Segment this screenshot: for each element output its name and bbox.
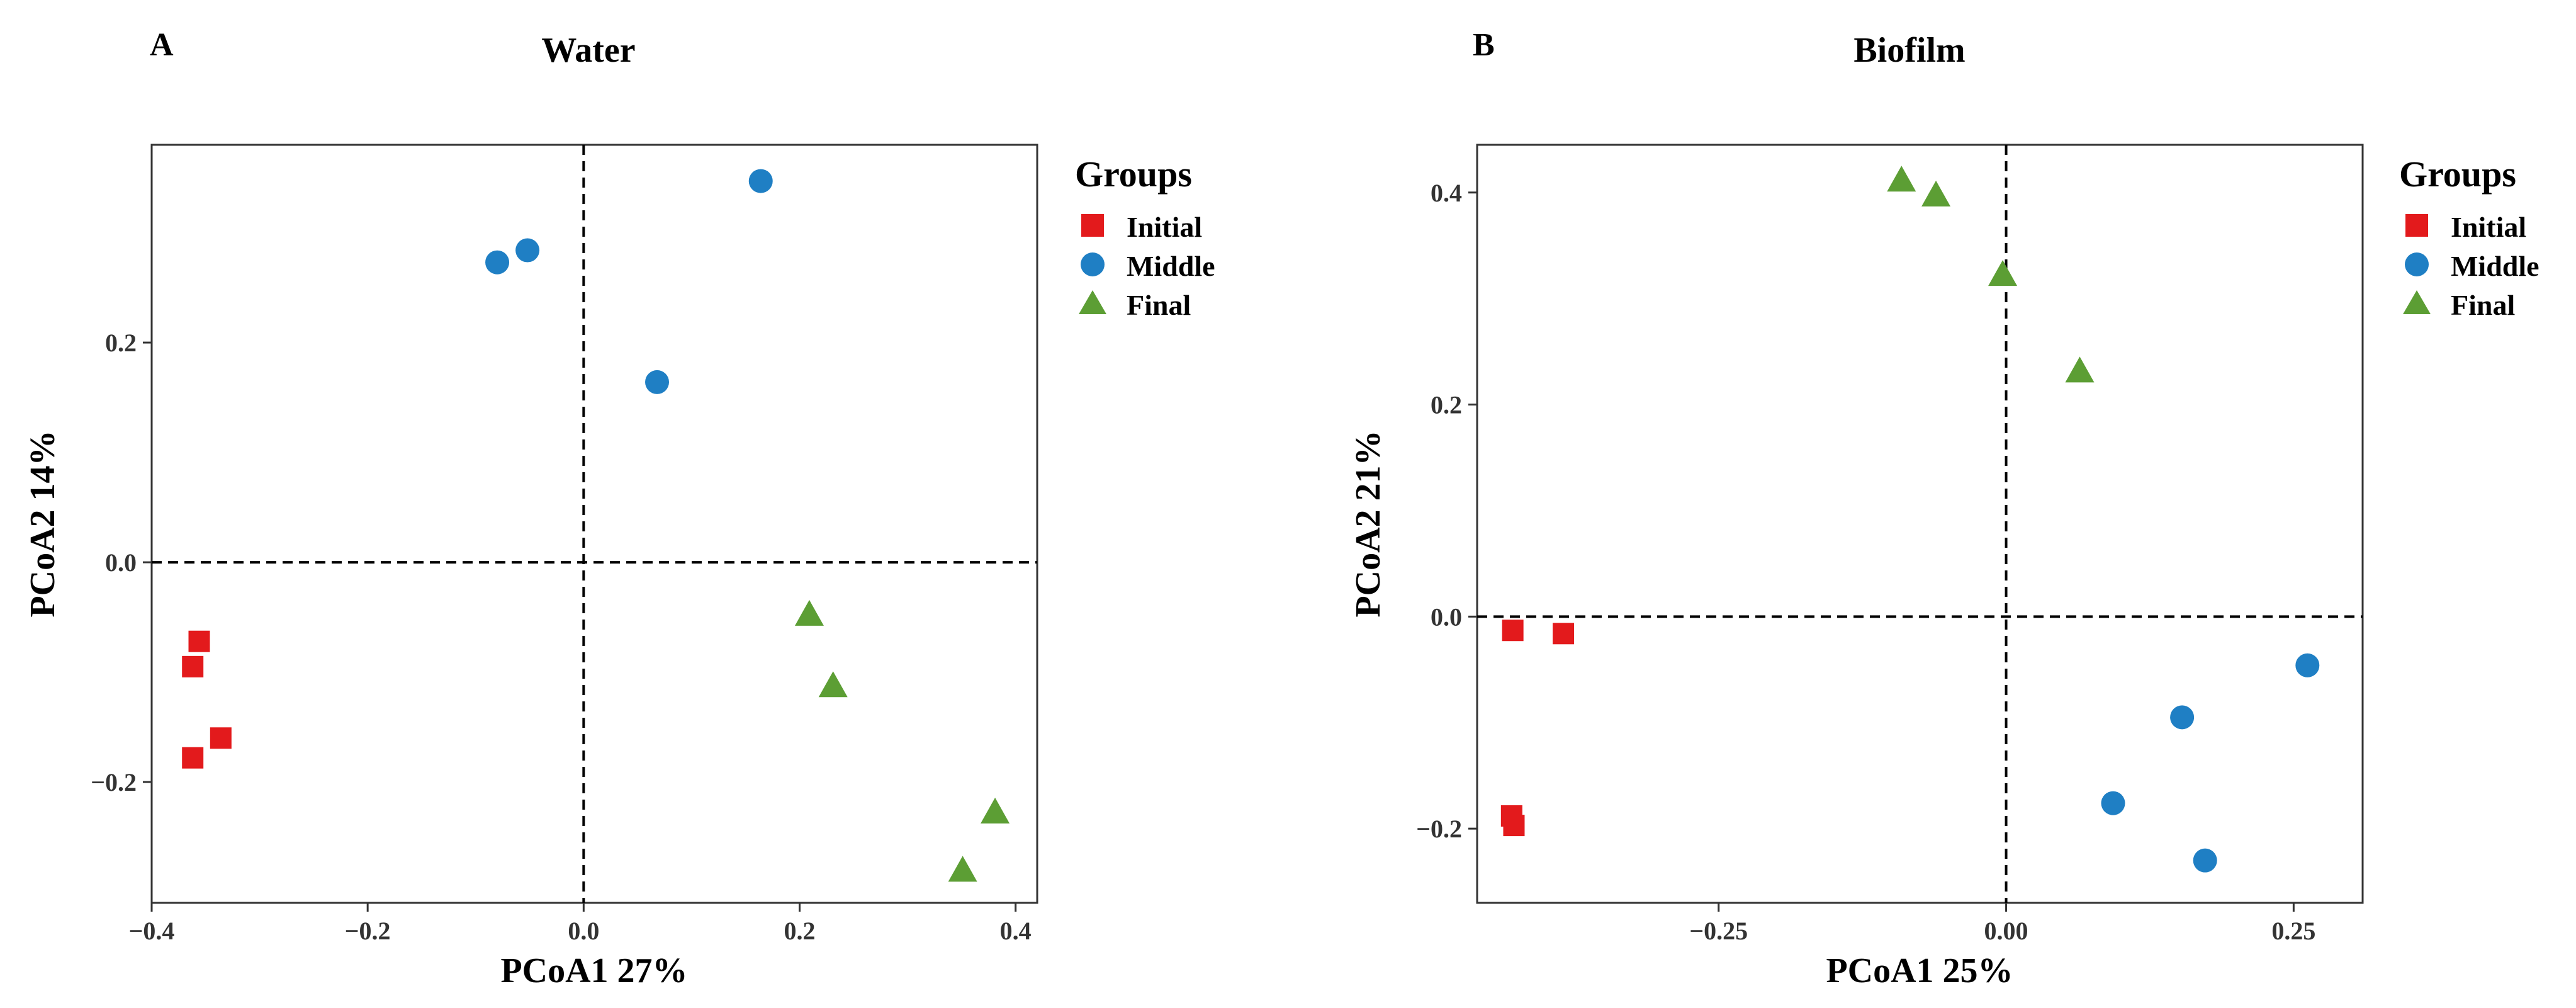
legend-label-final-b: Final bbox=[2451, 289, 2515, 321]
point-final bbox=[818, 671, 848, 698]
legend-key-final-a bbox=[1079, 290, 1106, 314]
y-axis-label-a: PCoA2 14% bbox=[23, 430, 62, 617]
x-axis-label-a: PCoA1 27% bbox=[500, 951, 687, 990]
point-final bbox=[1988, 260, 2018, 286]
y-tick-label: −0.2 bbox=[91, 768, 137, 796]
x-axis-ticks-a: −0.4 −0.2 0.0 0.2 0.4 bbox=[129, 903, 1032, 945]
y-tick-label: 0.4 bbox=[1431, 179, 1462, 207]
point-initial bbox=[210, 727, 232, 749]
point-initial bbox=[1503, 815, 1525, 837]
legend-label-initial-b: Initial bbox=[2451, 211, 2526, 243]
point-final bbox=[1921, 180, 1951, 207]
point-final bbox=[2065, 356, 2095, 383]
legend-key-middle-a bbox=[1081, 252, 1105, 276]
x-tick-label: 0.0 bbox=[568, 917, 599, 945]
legend-key-initial-a bbox=[1081, 214, 1104, 237]
point-final bbox=[981, 797, 1010, 824]
point-initial bbox=[188, 630, 210, 652]
reference-lines-b bbox=[1477, 145, 2363, 903]
legend-key-initial-b bbox=[2405, 214, 2428, 237]
y-tick-label: −0.2 bbox=[1416, 815, 1462, 843]
point-middle bbox=[645, 370, 670, 394]
point-final bbox=[948, 856, 977, 882]
x-tick-label: −0.2 bbox=[345, 917, 391, 945]
x-tick-label: 0.25 bbox=[2271, 917, 2315, 945]
y-tick-label: 0.2 bbox=[1431, 391, 1462, 419]
y-axis-ticks-b: −0.2 0.0 0.2 0.4 bbox=[1416, 179, 1477, 843]
panel-label-a: A bbox=[150, 27, 174, 63]
legend-label-initial-a: Initial bbox=[1127, 211, 1202, 243]
x-tick-label: 0.4 bbox=[1000, 917, 1032, 945]
point-middle bbox=[2193, 848, 2217, 873]
reference-lines-a bbox=[152, 145, 1037, 903]
x-tick-label: 0.2 bbox=[784, 917, 816, 945]
plot-frame-a bbox=[150, 144, 1038, 904]
data-points-a bbox=[182, 169, 1010, 882]
legend-key-final-b bbox=[2403, 290, 2431, 314]
y-axis-label-b: PCoA2 21% bbox=[1349, 430, 1388, 617]
y-tick-label: 0.0 bbox=[105, 548, 137, 577]
point-middle bbox=[485, 250, 510, 275]
y-tick-label: 0.2 bbox=[105, 329, 137, 357]
point-middle bbox=[515, 238, 540, 263]
legend-title-b: Groups bbox=[2399, 154, 2516, 195]
point-final bbox=[1887, 166, 1916, 192]
x-tick-label: −0.4 bbox=[129, 917, 175, 945]
data-points-b bbox=[1500, 166, 2320, 873]
panel-b: B Biofilm −0.25 0.00 0.25 −0.2 0.0 0.2 0.4 PC… bbox=[1349, 27, 2364, 990]
point-initial bbox=[182, 655, 204, 677]
x-axis-label-b: PCoA1 25% bbox=[1826, 951, 2013, 990]
y-axis-ticks-a: −0.2 0.0 0.2 bbox=[91, 329, 152, 796]
legend-key-middle-b bbox=[2405, 252, 2429, 276]
legend-label-final-a: Final bbox=[1127, 289, 1191, 321]
legend-label-middle-a: Middle bbox=[1127, 250, 1215, 282]
panel-label-b: B bbox=[1473, 27, 1495, 63]
point-middle bbox=[2101, 791, 2125, 815]
point-initial bbox=[182, 747, 204, 769]
plot-frame-b bbox=[1476, 144, 2364, 904]
chart-title-biofilm: Biofilm bbox=[1853, 31, 1965, 70]
legend-label-middle-b: Middle bbox=[2451, 250, 2539, 282]
panel-a: A Water −0.4 −0.2 0.0 0.2 0.4 −0.2 0.0 0.2 PCo… bbox=[23, 27, 1038, 990]
point-initial bbox=[1553, 623, 1575, 645]
legend-a: Groups Initial Middle Final bbox=[1075, 154, 1215, 321]
point-middle bbox=[2170, 705, 2195, 730]
y-tick-label: 0.0 bbox=[1431, 603, 1462, 631]
legend-b: Groups Initial Middle Final bbox=[2399, 154, 2539, 321]
point-middle bbox=[748, 169, 773, 193]
x-tick-label: 0.00 bbox=[1984, 917, 2028, 945]
x-tick-label: −0.25 bbox=[1689, 917, 1748, 945]
point-middle bbox=[2295, 653, 2320, 677]
point-final bbox=[794, 599, 824, 626]
legend-title-a: Groups bbox=[1075, 154, 1192, 195]
x-axis-ticks-b: −0.25 0.00 0.25 bbox=[1689, 903, 2315, 945]
chart-title-water: Water bbox=[541, 31, 635, 70]
point-initial bbox=[1502, 620, 1524, 642]
